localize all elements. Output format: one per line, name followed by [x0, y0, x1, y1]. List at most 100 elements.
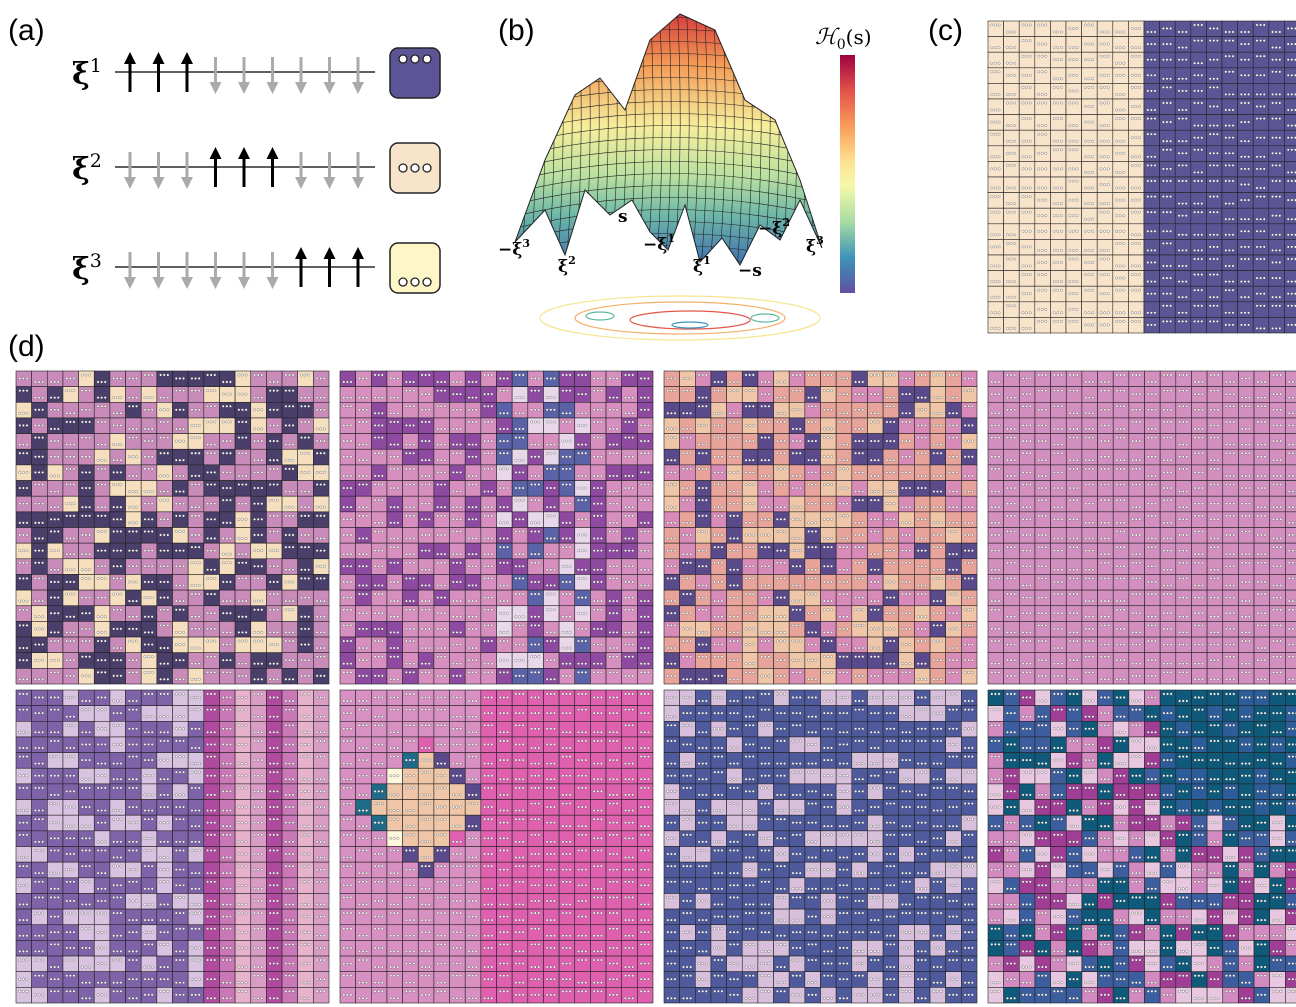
cell-dot	[577, 451, 580, 455]
grid-cell	[1018, 98, 1036, 115]
grid-cell	[1174, 20, 1192, 37]
grid-cell	[250, 574, 267, 591]
cell-dot	[1040, 151, 1044, 155]
grid-cell	[558, 386, 576, 403]
cell-dot	[1208, 39, 1212, 42]
cell-dot	[1025, 86, 1028, 89]
cell-dot	[1162, 229, 1165, 233]
cell-dot	[1134, 198, 1138, 202]
grid-cell	[266, 495, 283, 513]
cell-dot	[1184, 108, 1188, 112]
cell-dot	[1212, 164, 1216, 167]
cell-dot	[1231, 233, 1235, 237]
cell-dot	[284, 658, 288, 662]
cell-dot	[237, 639, 241, 643]
grid-cell	[140, 527, 158, 544]
cell-dot	[194, 627, 197, 631]
grid-cell	[125, 417, 142, 434]
cell-dot	[22, 608, 25, 612]
cell-dot	[436, 427, 440, 431]
cell-dot	[237, 552, 241, 556]
cell-dot	[673, 377, 677, 380]
cell-dot	[1290, 257, 1294, 261]
cell-dot	[1153, 164, 1157, 167]
cell-dot	[1138, 136, 1141, 140]
grid-cell	[219, 370, 236, 387]
grid-cell	[1206, 161, 1223, 178]
cell-dot	[483, 392, 486, 396]
cell-dot	[178, 439, 182, 443]
cell-dot	[1208, 27, 1212, 30]
grid-cell	[417, 417, 435, 434]
cell-dot	[521, 552, 525, 556]
cell-dot	[389, 396, 393, 399]
cell-dot	[1193, 202, 1196, 205]
cell-dot	[490, 670, 494, 674]
cell-dot	[483, 467, 486, 471]
cell-dot	[615, 443, 619, 446]
cell-dot	[225, 537, 229, 540]
cell-dot	[34, 424, 37, 427]
cell-dot	[65, 443, 69, 446]
cell-dot	[1115, 214, 1118, 218]
cell-dot	[178, 530, 182, 533]
cell-dot	[412, 404, 415, 408]
cell-dot	[405, 627, 408, 631]
cell-dot	[990, 61, 994, 65]
cell-dot	[1193, 124, 1196, 127]
cell-dot	[128, 474, 131, 478]
cell-dot	[1240, 155, 1243, 159]
grid-cell	[402, 652, 419, 669]
cell-dot	[1177, 280, 1181, 283]
cell-dot	[162, 373, 166, 377]
cell-dot	[561, 592, 565, 596]
cell-dot	[584, 549, 588, 553]
cell-dot	[1150, 195, 1153, 198]
cell-dot	[56, 670, 60, 674]
cell-dot	[600, 502, 603, 506]
grid-cell	[297, 417, 314, 434]
cell-dot	[81, 596, 84, 599]
cell-dot	[1118, 311, 1122, 315]
cell-dot	[451, 580, 455, 584]
cell-dot	[1228, 151, 1231, 155]
arrow-head	[181, 52, 193, 64]
cell-dot	[143, 517, 147, 521]
cell-dot	[1240, 93, 1243, 96]
grid-cell	[527, 621, 544, 638]
cell-dot	[307, 396, 311, 399]
cell-dot	[994, 23, 997, 27]
grid-cell	[1143, 114, 1160, 131]
grid-cell	[1034, 20, 1051, 37]
cell-dot	[49, 611, 53, 615]
cell-dot	[300, 643, 303, 646]
grid-cell	[370, 636, 388, 653]
cell-dot	[346, 533, 349, 537]
cell-dot	[1056, 148, 1060, 152]
cell-dot	[37, 471, 41, 474]
cell-dot	[627, 631, 631, 634]
cell-dot	[361, 396, 365, 399]
cell-dot	[162, 596, 166, 599]
cell-dot	[244, 537, 248, 540]
cell-dot	[81, 486, 84, 490]
grid-cell	[1034, 270, 1051, 287]
cell-dot	[405, 662, 408, 666]
cell-dot	[1084, 229, 1087, 233]
cell-dot	[533, 377, 537, 380]
cell-dot	[34, 549, 37, 553]
cell-dot	[241, 420, 244, 424]
cell-dot	[1150, 323, 1153, 327]
cell-dot	[162, 677, 166, 681]
cell-dot	[1150, 42, 1153, 46]
cell-dot	[178, 677, 182, 681]
cell-dot	[229, 599, 232, 603]
cell-dot	[307, 505, 311, 509]
grid-cell	[187, 511, 205, 528]
cell-dot	[405, 552, 408, 556]
cell-dot	[272, 580, 276, 584]
cell-dot	[436, 596, 440, 599]
grid-cell	[15, 433, 32, 450]
cell-dot	[194, 483, 197, 486]
cell-dot	[646, 408, 650, 412]
